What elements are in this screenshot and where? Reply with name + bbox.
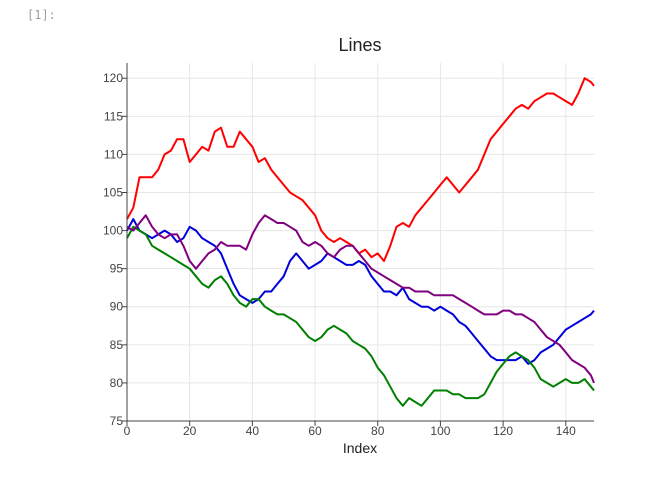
x-tick-label: 40 — [246, 424, 260, 438]
series-line-4 — [126, 214, 595, 384]
y-tick-label: 115 — [104, 109, 123, 123]
y-tick-label: 80 — [110, 376, 124, 390]
x-tick-label: 120 — [493, 424, 513, 438]
y-tick-label: 110 — [104, 147, 123, 161]
chart-title: Lines — [338, 35, 381, 55]
axes: 0 20 40 60 80 100 120 140 75 80 85 90 95 100 105 110 115… — [103, 63, 594, 438]
series-line-1 — [126, 77, 595, 262]
y-tick-label: 120 — [103, 71, 123, 85]
x-tick-label: 100 — [430, 424, 450, 438]
x-tick-label: 0 — [124, 424, 131, 438]
x-tick-label: 140 — [556, 424, 576, 438]
grid-lines — [126, 63, 594, 422]
y-tick-label: 100 — [103, 224, 123, 238]
series-line-2 — [126, 218, 595, 365]
y-tick-label: 105 — [103, 185, 123, 199]
cell-prompt: [1]: — [27, 8, 56, 22]
x-axis-title: Index — [343, 440, 377, 456]
series-line-3 — [126, 225, 595, 407]
x-tick-label: 60 — [308, 424, 322, 438]
y-tick-label: 85 — [110, 338, 124, 352]
series-lines — [126, 77, 595, 407]
x-tick-label: 80 — [371, 424, 385, 438]
x-tick-label: 20 — [183, 424, 197, 438]
y-tick-label: 90 — [110, 300, 124, 314]
y-tick-label: 95 — [110, 262, 124, 276]
y-tick-label: 75 — [110, 414, 124, 428]
